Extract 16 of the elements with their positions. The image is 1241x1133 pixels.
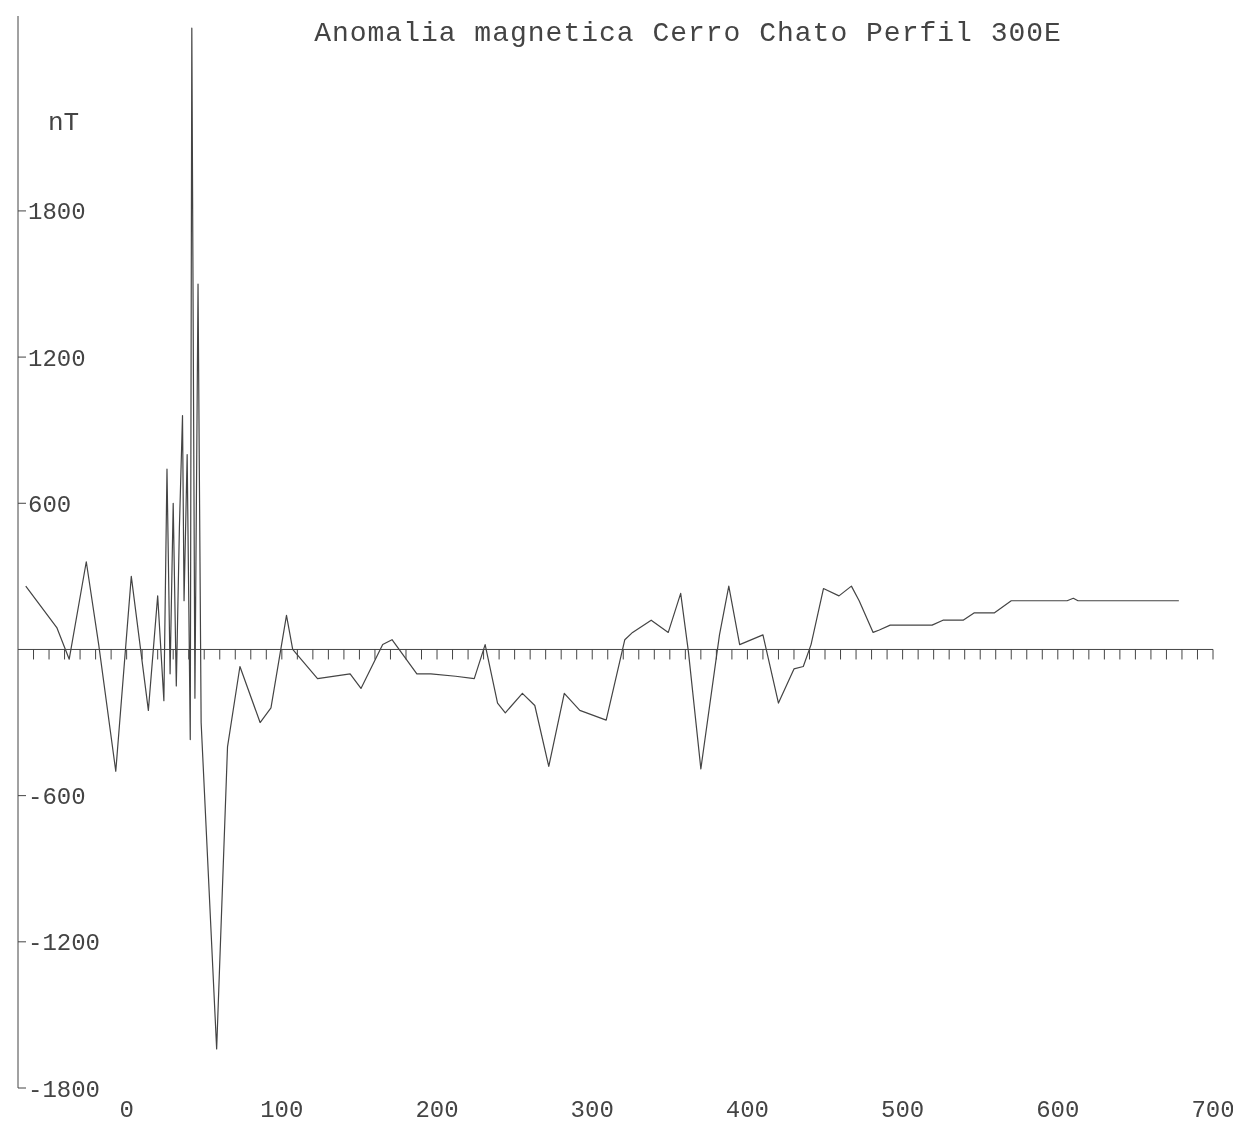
y-axis-title: nT: [48, 108, 80, 138]
y-tick-label: 1200: [28, 345, 86, 373]
x-tick-label: 200: [415, 1097, 459, 1125]
y-tick-label: 600: [28, 491, 72, 519]
x-tick-label: 700: [1191, 1097, 1235, 1125]
y-tick-label: -1800: [28, 1076, 101, 1104]
x-tick-label: 0: [119, 1097, 134, 1125]
chart-title: Anomalia magnetica Cerro Chato Perfil 300E: [313, 18, 1063, 49]
x-tick-label: 600: [1036, 1097, 1080, 1125]
x-tick-label: 100: [260, 1097, 304, 1125]
y-tick-label: -1200: [28, 930, 101, 958]
y-tick-label: -600: [28, 784, 86, 812]
x-tick-label: 300: [570, 1097, 614, 1125]
y-tick-label: 1800: [28, 199, 86, 227]
x-tick-label: 500: [881, 1097, 925, 1125]
x-tick-label: 400: [725, 1097, 770, 1125]
